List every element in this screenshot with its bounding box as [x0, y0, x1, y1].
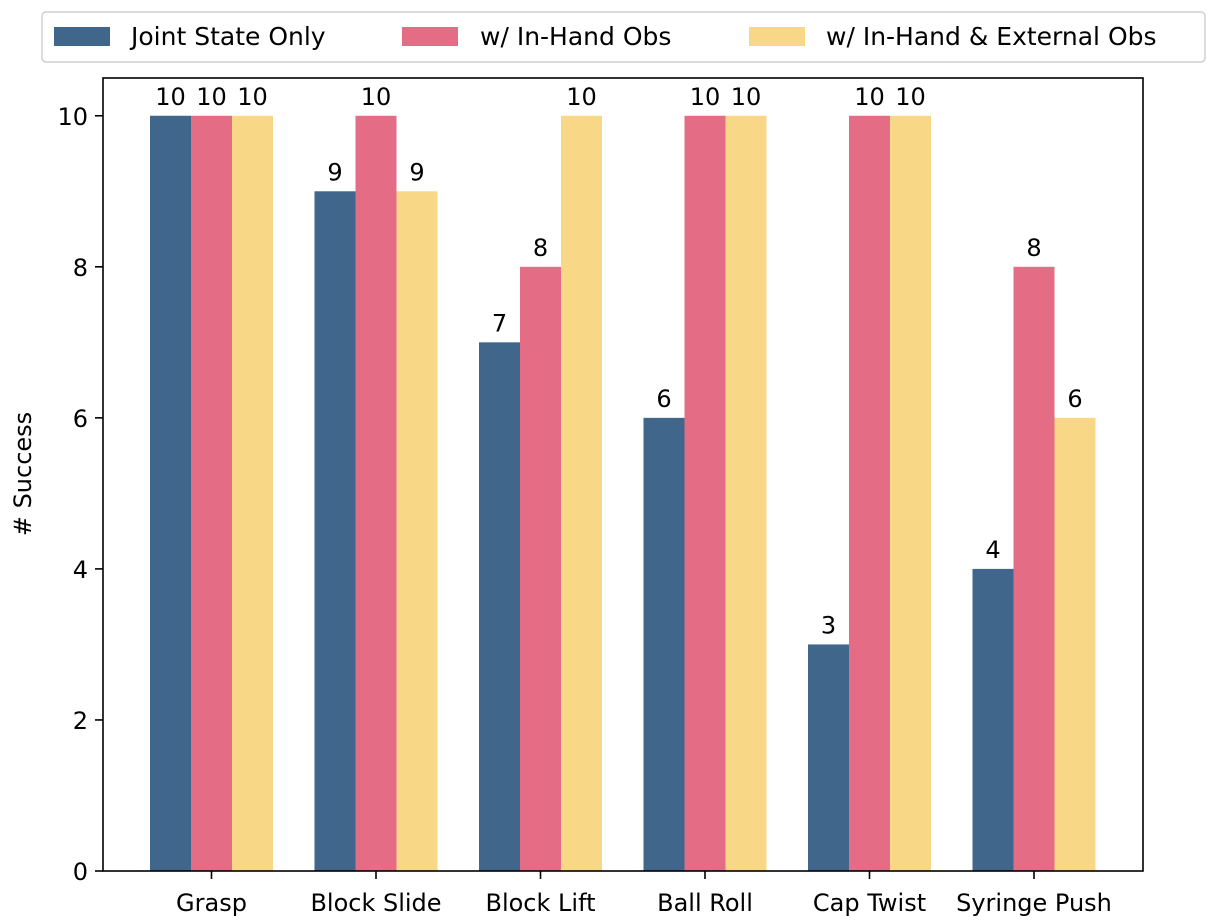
legend: Joint State Only w/ In-Hand Obs w/ In-Ha…	[41, 11, 1206, 63]
bar-cap-twist-w-in-hand-external-obs	[890, 115, 931, 871]
bar-block-slide-joint-state-only	[314, 191, 356, 872]
bar-ball-roll-w-in-hand-external-obs	[725, 115, 767, 871]
legend-label-in-hand-obs: w/ In-Hand Obs	[480, 22, 671, 51]
y-tick-label: 10	[57, 103, 88, 131]
bar-syringe-push-joint-state-only	[972, 568, 1014, 871]
data-label-group: 10 10 10 9 10 9 7 8 10 6 10 10 3 10 10 4 8 6	[155, 83, 1082, 640]
data-label-syringe-push-joint-state-only: 4	[985, 536, 1000, 564]
bar-block-slide-w-in-hand-obs	[355, 115, 397, 871]
bar-grasp-w-in-hand-obs	[191, 115, 232, 871]
data-label-block-slide-w-in-hand-external-obs: 9	[409, 158, 424, 186]
bar-block-lift-joint-state-only	[479, 342, 520, 871]
legend-label-joint-state-only: Joint State Only	[129, 22, 326, 51]
data-label-ball-roll-w-in-hand-obs: 10	[690, 83, 721, 111]
data-label-block-slide-joint-state-only: 9	[327, 158, 342, 186]
data-label-ball-roll-joint-state-only: 6	[656, 385, 671, 413]
bar-grasp-joint-state-only	[150, 115, 191, 871]
legend-frame	[41, 11, 1206, 63]
y-tick-label: 8	[73, 254, 88, 282]
bar-cap-twist-w-in-hand-obs	[849, 115, 890, 871]
x-tick-label-cap-twist: Cap Twist	[813, 889, 926, 917]
data-label-syringe-push-w-in-hand-obs: 8	[1026, 234, 1041, 262]
data-label-grasp-w-in-hand-obs: 10	[196, 83, 227, 111]
bar-group	[150, 115, 1096, 872]
data-label-grasp-joint-state-only: 10	[155, 83, 186, 111]
data-label-cap-twist-joint-state-only: 3	[821, 611, 836, 639]
y-axis: 0 2 4 6 8 10	[57, 103, 103, 886]
legend-swatch-joint-state-only	[54, 27, 110, 46]
bar-block-lift-w-in-hand-obs	[520, 266, 561, 871]
data-label-syringe-push-w-in-hand-external-obs: 6	[1067, 385, 1082, 413]
x-tick-label-block-slide: Block Slide	[310, 889, 441, 917]
data-label-block-slide-w-in-hand-obs: 10	[361, 83, 392, 111]
data-label-ball-roll-w-in-hand-external-obs: 10	[731, 83, 762, 111]
bar-syringe-push-w-in-hand-obs	[1013, 266, 1055, 871]
x-tick-label-grasp: Grasp	[176, 889, 247, 917]
y-axis-label: # Success	[9, 412, 37, 536]
data-label-block-lift-joint-state-only: 7	[492, 309, 507, 337]
bar-block-slide-w-in-hand-external-obs	[396, 191, 438, 872]
bar-cap-twist-joint-state-only	[808, 644, 849, 871]
bar-ball-roll-w-in-hand-obs	[684, 115, 726, 871]
y-tick-label: 4	[73, 556, 88, 584]
bar-grasp-w-in-hand-external-obs	[232, 115, 273, 871]
bar-block-lift-w-in-hand-external-obs	[561, 115, 602, 871]
x-tick-label-block-lift: Block Lift	[485, 889, 595, 917]
data-label-cap-twist-w-in-hand-obs: 10	[854, 83, 885, 111]
plot-area-frame	[102, 77, 1144, 872]
data-label-grasp-w-in-hand-external-obs: 10	[237, 83, 268, 111]
x-tick-label-syringe-push: Syringe Push	[956, 889, 1112, 917]
data-label-cap-twist-w-in-hand-external-obs: 10	[895, 83, 926, 111]
legend-swatch-in-hand-external-obs	[749, 27, 805, 46]
bar-syringe-push-w-in-hand-external-obs	[1054, 417, 1096, 871]
y-tick-label: 6	[73, 405, 88, 433]
y-tick-label: 0	[73, 858, 88, 886]
data-label-block-lift-w-in-hand-obs: 8	[533, 234, 548, 262]
data-label-block-lift-w-in-hand-external-obs: 10	[566, 83, 597, 111]
legend-swatch-in-hand-obs	[402, 27, 458, 46]
x-axis: Grasp Block Slide Block Lift Ball Roll Cap T…	[176, 871, 1112, 917]
y-tick-label: 2	[73, 707, 88, 735]
x-tick-label-ball-roll: Ball Roll	[657, 889, 753, 917]
legend-label-in-hand-external-obs: w/ In-Hand & External Obs	[826, 22, 1157, 51]
bar-ball-roll-joint-state-only	[643, 417, 685, 871]
